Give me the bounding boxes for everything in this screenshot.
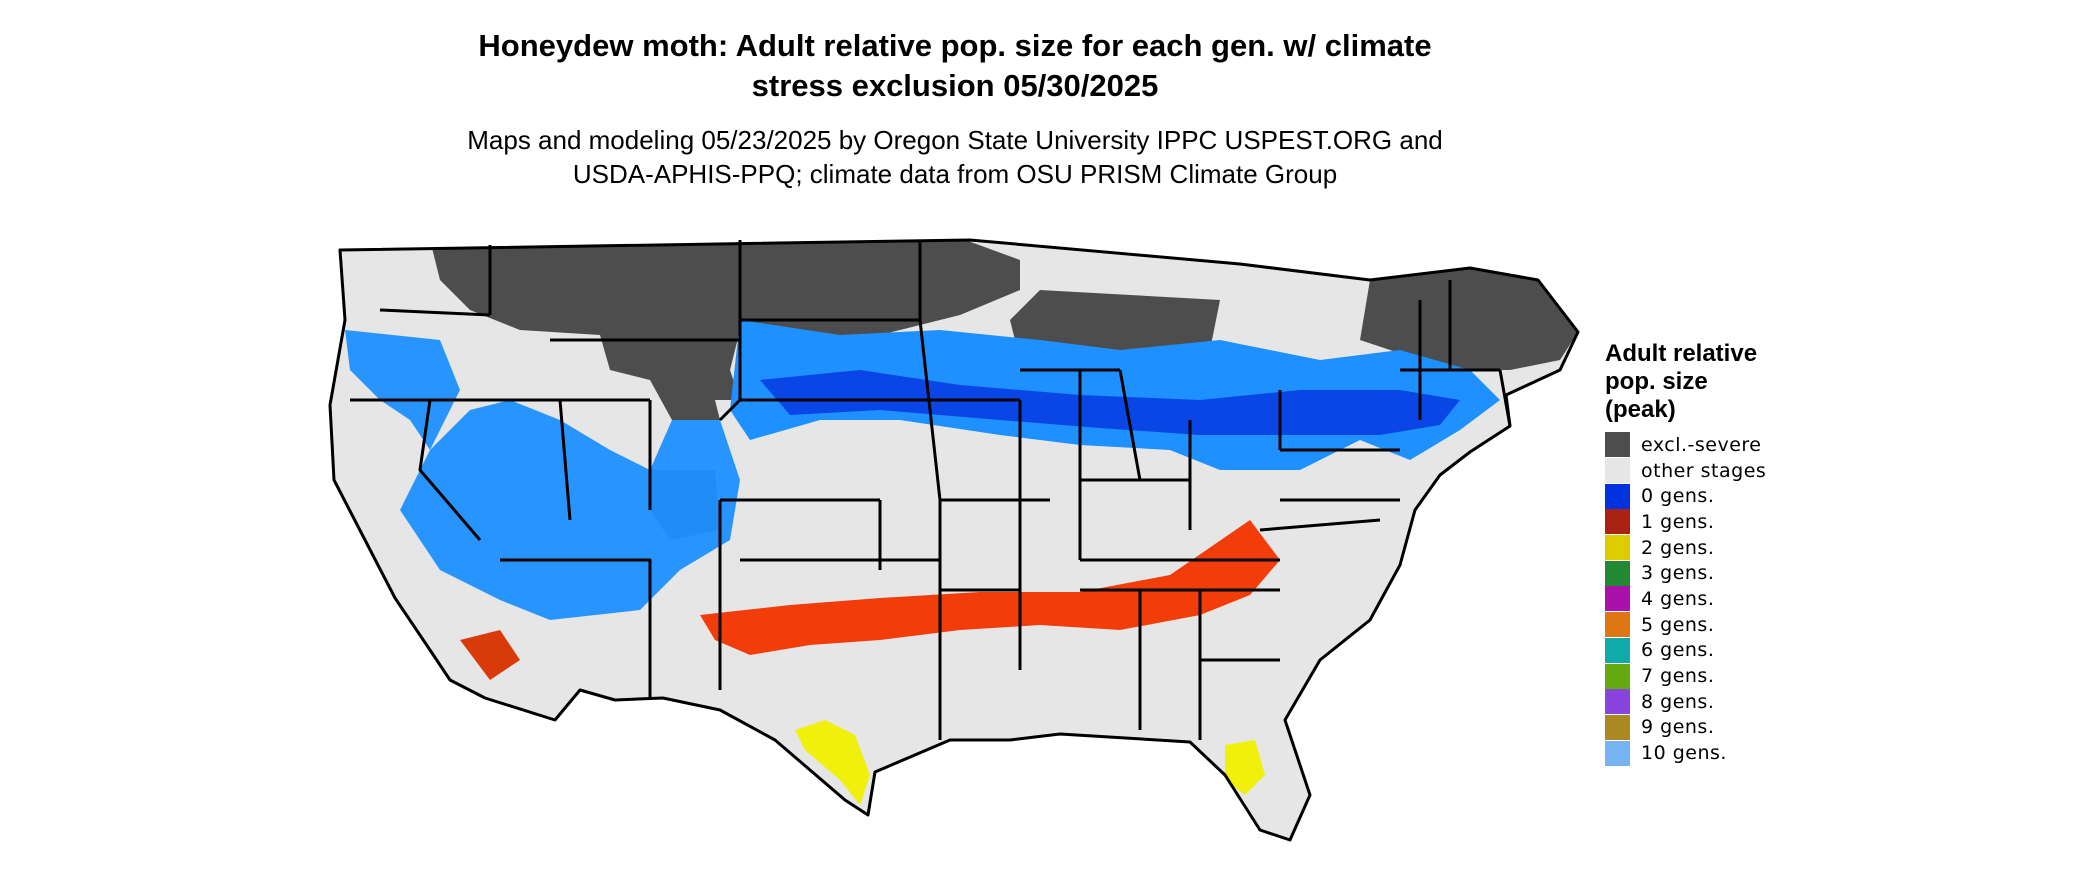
legend-label: 8 gens.: [1641, 690, 1715, 713]
legend-label: 1 gens.: [1641, 510, 1715, 533]
legend-label: 9 gens.: [1641, 716, 1715, 739]
red-zone-arizona: [460, 630, 520, 680]
legend-item: 9 gens.: [1605, 714, 1845, 741]
legend-swatch: [1605, 689, 1630, 715]
legend-items: excl.-severe other stages 0 gens. 1 gens. 2 …: [1605, 432, 1845, 766]
yellow-zone-florida: [1225, 740, 1265, 795]
legend-title-line-1: Adult relative: [1605, 340, 1758, 367]
legend-label: 6 gens.: [1641, 639, 1715, 662]
legend-label: 0 gens.: [1641, 485, 1715, 508]
map-title: Honeydew moth: Adult relative pop. size …: [0, 26, 1910, 106]
dark-blue-zone-central-band: [760, 370, 1460, 435]
map-title-line-2: stress exclusion 05/30/2025: [751, 68, 1159, 103]
legend-swatch: [1605, 586, 1630, 612]
legend-label: 10 gens.: [1641, 742, 1727, 765]
excluded-zone-northeast: [1360, 268, 1578, 370]
legend-label: excl.-severe: [1641, 433, 1762, 456]
legend-item: 3 gens.: [1605, 560, 1845, 586]
legend-swatch: [1605, 612, 1630, 638]
legend-swatch: [1605, 509, 1630, 535]
legend-swatch: [1605, 458, 1630, 484]
legend-label: 5 gens.: [1641, 613, 1715, 636]
map-subtitle: Maps and modeling 05/23/2025 by Oregon S…: [0, 123, 1910, 191]
legend-item: 1 gens.: [1605, 509, 1845, 535]
legend-item: other stages: [1605, 458, 1845, 484]
us-map: [320, 220, 1580, 892]
legend-swatch: [1605, 714, 1630, 740]
us-map-svg: [328, 238, 1580, 842]
legend-item: 2 gens.: [1605, 535, 1845, 561]
legend: Adult relative pop. size (peak) excl.-se…: [1605, 340, 1845, 766]
red-zone-southern-band: [700, 520, 1280, 655]
yellow-zone-texas-coast: [795, 720, 870, 805]
blue-zone-west: [345, 330, 740, 620]
state-borders: [328, 238, 1580, 842]
legend-swatch: [1605, 637, 1630, 663]
legend-title: Adult relative pop. size (peak): [1605, 340, 1845, 424]
legend-item: 5 gens.: [1605, 612, 1845, 638]
legend-item: 8 gens.: [1605, 689, 1845, 715]
legend-label: other stages: [1641, 459, 1767, 482]
legend-item: 10 gens.: [1605, 740, 1845, 766]
legend-swatch: [1605, 740, 1630, 766]
legend-swatch: [1605, 432, 1630, 458]
legend-swatch: [1605, 560, 1630, 586]
excluded-zone-rockies: [600, 335, 720, 420]
legend-swatch: [1605, 663, 1630, 689]
legend-title-line-2: pop. size: [1605, 368, 1708, 395]
map-title-line-1: Honeydew moth: Adult relative pop. size …: [478, 28, 1432, 63]
legend-item: excl.-severe: [1605, 432, 1845, 458]
legend-item: 6 gens.: [1605, 637, 1845, 664]
legend-label: 2 gens.: [1641, 536, 1715, 559]
legend-label: 4 gens.: [1641, 587, 1715, 610]
legend-title-line-3: (peak): [1605, 396, 1676, 423]
excluded-zone-north-central: [430, 240, 1020, 400]
legend-swatch: [1605, 535, 1630, 561]
map-subtitle-line-1: Maps and modeling 05/23/2025 by Oregon S…: [467, 125, 1443, 155]
legend-swatch: [1605, 483, 1630, 509]
legend-item: 4 gens.: [1605, 586, 1845, 612]
map-subtitle-line-2: USDA-APHIS-PPQ; climate data from OSU PR…: [572, 159, 1338, 189]
legend-item: 0 gens.: [1605, 483, 1845, 509]
legend-item: 7 gens.: [1605, 663, 1845, 689]
legend-label: 3 gens.: [1641, 562, 1715, 585]
legend-label: 7 gens.: [1641, 665, 1715, 688]
